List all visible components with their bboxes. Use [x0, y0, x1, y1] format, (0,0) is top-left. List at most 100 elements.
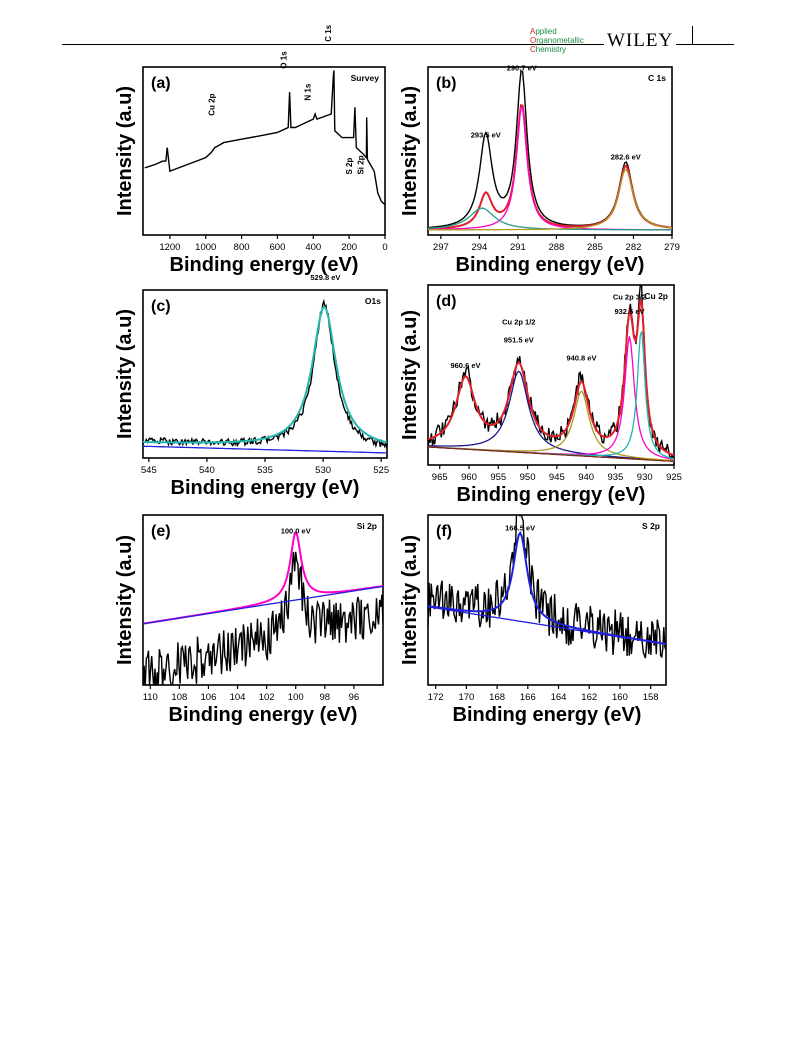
plot-frame	[142, 66, 386, 236]
series-envelope-cyan	[143, 305, 387, 444]
peak-label: 960.6 eV	[450, 361, 480, 370]
x-tick-label: 960	[461, 472, 477, 483]
journal-name: Applied Organometallic Chemistry	[530, 27, 584, 54]
peak-label: 282.6 eV	[611, 152, 641, 161]
plot-area	[143, 529, 383, 685]
x-tick-label: 545	[141, 465, 157, 476]
peak-label: 951.5 eV	[504, 336, 534, 345]
x-tick-label: 930	[637, 472, 653, 483]
y-axis-label: Intensity (a.u)	[399, 535, 421, 665]
peak-label: 940.8 eV	[566, 354, 596, 363]
series-component-navy	[428, 370, 674, 462]
peak-annotation: Cu 2p	[208, 93, 217, 115]
peak-label: 100.0 eV	[281, 527, 311, 536]
panel-title: Cu 2p	[644, 291, 668, 301]
panel-label: (c)	[151, 298, 171, 315]
x-tick-label: 166	[520, 692, 536, 703]
x-axis-label: Binding energy (eV)	[453, 704, 642, 726]
x-axis-label: Binding energy (eV)	[169, 704, 358, 726]
x-tick-label: 98	[320, 692, 331, 703]
panel-label: (d)	[436, 293, 456, 310]
x-tick-label: 535	[257, 465, 273, 476]
x-tick-label: 170	[458, 692, 474, 703]
x-tick-label: 104	[230, 692, 246, 703]
x-tick-label: 0	[382, 242, 387, 253]
x-tick-label: 925	[666, 472, 682, 483]
plot-area	[428, 285, 674, 463]
x-tick-label: 168	[489, 692, 505, 703]
chart-panel-d: 965 960 955 950 945 940 935 930 925 Binding energ…	[399, 284, 682, 506]
x-tick-label: 530	[315, 465, 331, 476]
series-baseline-brown	[428, 446, 674, 463]
panel-title: Survey	[351, 73, 380, 83]
series-baseline-blue	[428, 606, 666, 645]
x-tick-label: 600	[270, 242, 286, 253]
x-tick-label: 935	[607, 472, 623, 483]
plot-area	[428, 515, 666, 659]
plot-area	[428, 69, 672, 231]
plot-area	[144, 70, 385, 206]
peak-label: 293.5 eV	[471, 131, 501, 140]
peak-annotation: C 1s	[324, 24, 333, 41]
x-tick-label: 400	[305, 242, 321, 253]
series-baseline-blue	[143, 585, 383, 625]
panel-label: (f)	[436, 523, 452, 540]
x-tick-label: 158	[643, 692, 659, 703]
series-component-olive	[428, 390, 674, 462]
peak-label: 932.6 eV	[614, 307, 644, 316]
peak-annotation: O 1s	[280, 51, 289, 69]
x-axis-label: Binding energy (eV)	[457, 484, 646, 506]
x-tick-label: 940	[578, 472, 594, 483]
y-axis-label: Intensity (a.u)	[399, 86, 421, 216]
x-tick-label: 96	[349, 692, 360, 703]
panel-label: (b)	[436, 75, 456, 92]
x-tick-label: 945	[549, 472, 565, 483]
series-envelope-red	[428, 298, 674, 457]
plot-frame	[142, 514, 384, 686]
peak-label: Cu 2p 3/2	[613, 292, 646, 301]
peak-label: 166.5 eV	[505, 523, 535, 532]
x-tick-label: 800	[234, 242, 250, 253]
series-spectrum-black	[428, 515, 666, 659]
peak-annotation: N 1s	[303, 83, 312, 100]
series-envelope-red	[428, 104, 672, 230]
x-tick-label: 291	[510, 242, 526, 253]
publisher-logo: WILEY	[604, 30, 677, 52]
x-tick-label: 288	[548, 242, 564, 253]
peak-label: Cu 2p 1/2	[502, 318, 535, 327]
plot-frame	[142, 289, 388, 459]
panel-title: S 2p	[642, 521, 660, 531]
peak-label: 290.7 eV	[507, 63, 537, 72]
x-tick-label: 282	[626, 242, 642, 253]
x-tick-label: 164	[551, 692, 567, 703]
panel-label: (a)	[151, 75, 171, 92]
x-axis-label: Binding energy (eV)	[171, 477, 360, 499]
chart-panel-c: 545 540 535 530 525 Binding energy (eV) Intens…	[114, 289, 389, 499]
x-tick-label: 525	[373, 465, 389, 476]
page-number-bar	[692, 26, 693, 44]
peak-annotation: S 2p	[345, 158, 354, 175]
x-tick-label: 955	[490, 472, 506, 483]
x-tick-label: 540	[199, 465, 215, 476]
plot-frame	[427, 66, 673, 236]
series-envelope-magenta	[143, 529, 383, 625]
x-tick-label: 110	[143, 692, 158, 703]
x-tick-label: 102	[259, 692, 275, 703]
x-tick-label: 1000	[195, 242, 216, 253]
chart-panel-b: 297 294 291 288 285 282 279 Binding energy (eV)…	[399, 66, 680, 276]
peak-label: 529.8 eV	[310, 273, 340, 282]
x-tick-label: 1200	[159, 242, 180, 253]
x-axis-label: Binding energy (eV)	[170, 254, 359, 276]
x-tick-label: 297	[433, 242, 449, 253]
panel-label: (e)	[151, 523, 171, 540]
x-tick-label: 279	[664, 242, 680, 253]
y-axis-label: Intensity (a.u)	[114, 86, 136, 216]
y-axis-label: Intensity (a.u)	[114, 309, 136, 439]
x-tick-label: 200	[341, 242, 357, 253]
panel-title: O1s	[365, 296, 381, 306]
series-baseline-blue	[143, 445, 387, 454]
x-tick-label: 294	[471, 242, 487, 253]
panel-title: Si 2p	[357, 521, 377, 531]
